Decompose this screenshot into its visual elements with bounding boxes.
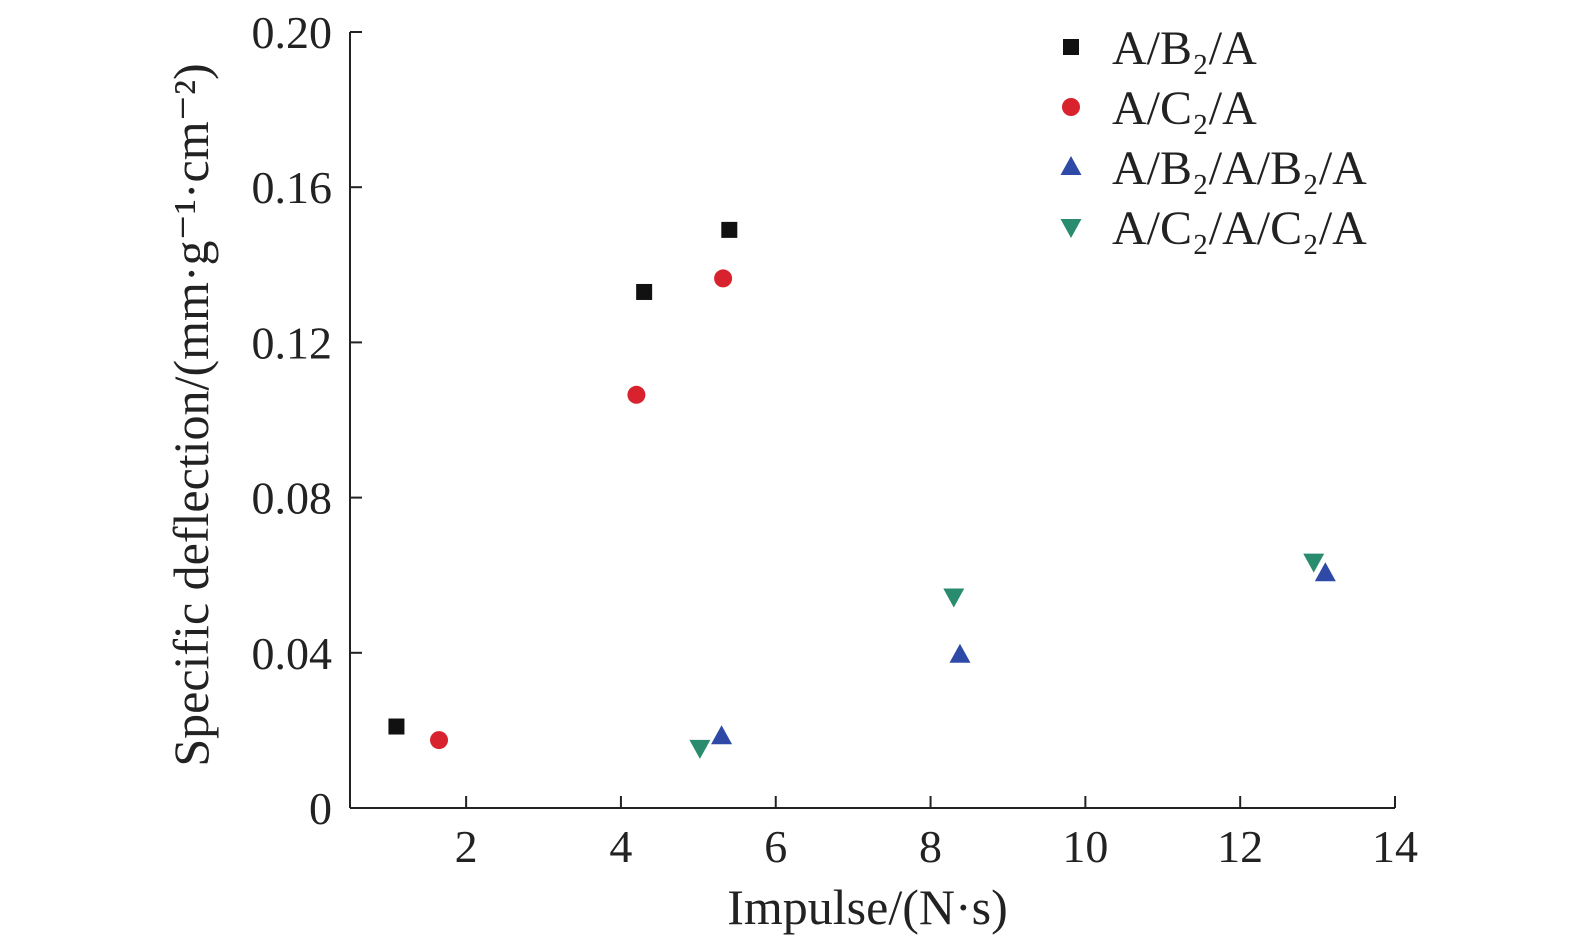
legend-label: A/B₂/A/B₂/A <box>1112 142 1367 195</box>
data-point <box>689 739 711 759</box>
data-point <box>721 221 738 238</box>
legend-item: A/C₂/A <box>1062 82 1257 135</box>
data-point <box>711 725 733 745</box>
data-point <box>1303 553 1325 573</box>
legend-marker <box>1060 219 1082 238</box>
x-tick-label: 8 <box>919 821 942 872</box>
x-tick-label: 2 <box>455 821 478 872</box>
y-tick-label: 0.12 <box>252 317 333 368</box>
data-point <box>627 385 646 404</box>
x-tick-label: 10 <box>1062 821 1108 872</box>
legend: A/B₂/A A/C₂/A A/B₂/A/B₂/A A/C₂/A/C₂/A <box>1060 22 1367 255</box>
y-axis-title: Specific deflection/(mm·g⁻¹·cm⁻²) <box>163 63 219 766</box>
data-point <box>636 283 653 300</box>
series-1 <box>388 221 738 735</box>
x-axis-title: Impulse/(N·s) <box>727 879 1008 935</box>
data-point <box>430 731 449 750</box>
axes <box>349 32 1395 809</box>
y-tick-label: 0.20 <box>252 7 333 58</box>
x-ticks: 2 4 6 8 10 12 14 <box>455 796 1418 872</box>
legend-item: A/C₂/A/C₂/A <box>1060 202 1367 255</box>
x-tick-label: 6 <box>764 821 787 872</box>
x-tick-label: 12 <box>1217 821 1263 872</box>
y-tick-label: 0.04 <box>252 628 333 679</box>
data-point <box>949 643 971 663</box>
legend-marker <box>1063 39 1079 55</box>
legend-label: A/C₂/A <box>1112 82 1257 135</box>
y-tick-label: 0.16 <box>252 162 333 213</box>
legend-label: A/B₂/A <box>1112 22 1257 75</box>
data-points <box>388 221 1336 759</box>
y-ticks: 0 0.04 0.08 0.12 0.16 0.20 <box>252 7 362 834</box>
legend-item: A/B₂/A <box>1063 22 1257 75</box>
legend-marker <box>1060 156 1082 175</box>
data-point <box>943 588 965 608</box>
y-tick-label: 0 <box>309 783 332 834</box>
series-4 <box>689 553 1325 759</box>
series-2 <box>430 269 733 750</box>
data-point <box>714 269 733 288</box>
data-point <box>388 718 405 735</box>
x-tick-label: 4 <box>609 821 632 872</box>
data-point <box>1314 562 1336 582</box>
series-3 <box>711 562 1336 745</box>
legend-marker <box>1062 98 1080 116</box>
legend-item: A/B₂/A/B₂/A <box>1060 142 1367 195</box>
x-tick-label: 14 <box>1372 821 1418 872</box>
legend-label: A/C₂/A/C₂/A <box>1112 202 1367 255</box>
y-tick-label: 0.08 <box>252 473 333 524</box>
